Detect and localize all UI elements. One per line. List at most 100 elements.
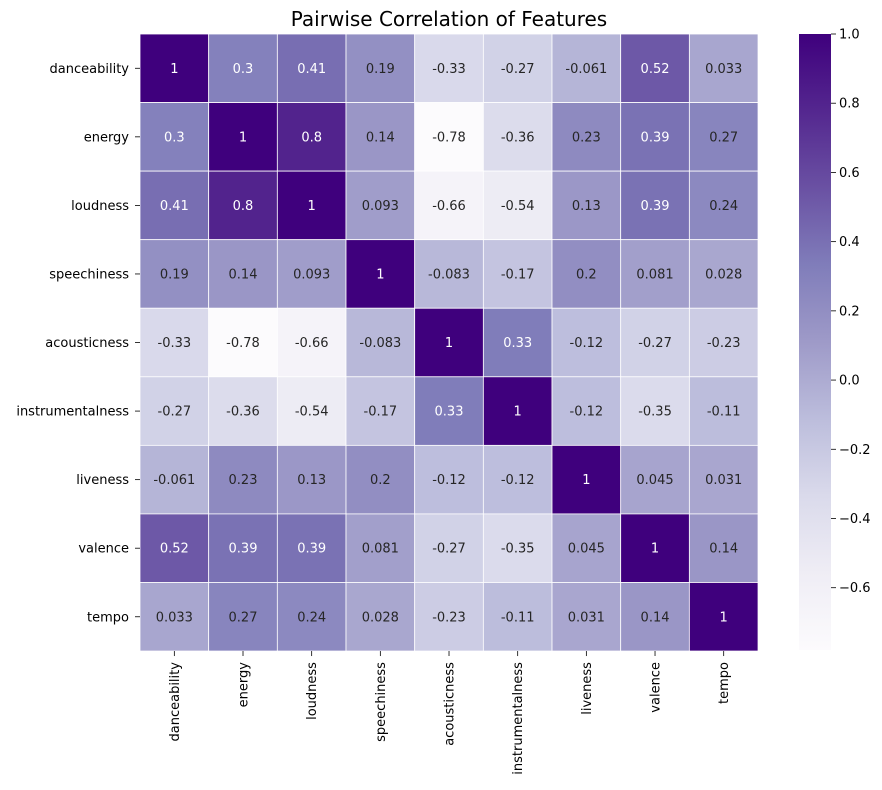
heatmap-cell (688, 582, 759, 652)
cell-annotation: -0.12 (570, 336, 604, 351)
heatmap-cells: 1 0.3 0.41 0.19 -0.33 -0.27 -0.061 0.52 0.033 0.3… (139, 33, 759, 652)
heatmap-cell (276, 582, 347, 652)
cell-annotation: 1 (720, 610, 728, 625)
heatmap-cell (414, 513, 484, 583)
colorbar-tick-label: 0.8 (839, 97, 860, 112)
heatmap-cell (482, 582, 553, 652)
y-tick-label: instrumentalness (16, 405, 129, 420)
colorbar: 1.0 0.8 0.6 0.4 0.2 0.0 −0.2 −0.4 −0.6 (799, 28, 871, 650)
cell-annotation: 0.14 (709, 542, 738, 557)
cell-annotation: 0.19 (160, 267, 189, 282)
cell-annotation: -0.27 (158, 405, 192, 420)
cell-annotation: 0.39 (641, 130, 670, 145)
cell-annotation: -0.17 (501, 267, 535, 282)
heatmap-cell (620, 102, 690, 172)
heatmap-cell (345, 102, 416, 172)
cell-annotation: -0.23 (432, 610, 466, 625)
colorbar-tick-label: −0.4 (839, 512, 871, 527)
y-tick-label: speechiness (49, 267, 129, 282)
y-tick-label: danceability (50, 62, 130, 77)
cell-annotation: -0.36 (501, 130, 535, 145)
heatmap-cell (414, 102, 484, 172)
x-tick-labels: danceability energy loudness speechiness aco… (168, 651, 732, 775)
heatmap-cell (551, 444, 622, 515)
cell-annotation: -0.061 (565, 62, 607, 77)
heatmap-cell (139, 102, 210, 172)
heatmap-cell (414, 33, 484, 103)
colorbar-tick-label: 0.4 (839, 235, 860, 250)
cell-annotation: -0.083 (359, 336, 401, 351)
heatmap-cell (345, 513, 416, 583)
heatmap-cell (620, 33, 690, 103)
heatmap-cell (414, 582, 484, 652)
cell-annotation: 0.3 (164, 130, 185, 145)
y-tick-labels: danceability energy loudness speechiness aco… (16, 62, 140, 625)
x-tick-label: liveness (580, 662, 595, 715)
cell-annotation: -0.54 (501, 199, 535, 214)
cell-annotation: 0.031 (568, 610, 605, 625)
x-tick-label: energy (237, 662, 252, 708)
heatmap-cell (551, 307, 622, 378)
heatmap-cell (688, 102, 759, 172)
cell-annotation: -0.27 (432, 542, 466, 557)
heatmap-cell (620, 239, 690, 309)
heatmap-cell (688, 513, 759, 583)
cell-annotation: -0.12 (570, 405, 604, 420)
cell-annotation: -0.17 (364, 405, 398, 420)
cell-annotation: 1 (445, 336, 453, 351)
colorbar-tick-label: 1.0 (839, 28, 860, 43)
cell-annotation: 0.23 (572, 130, 601, 145)
heatmap-cell (276, 307, 347, 378)
heatmap-cell (688, 239, 759, 309)
colorbar-tick-label: −0.6 (839, 581, 871, 596)
heatmap-cell (551, 170, 622, 241)
heatmap-cell (414, 170, 484, 241)
heatmap-cell (482, 307, 553, 378)
cell-annotation: 0.093 (362, 199, 399, 214)
y-tick-label: liveness (76, 473, 129, 488)
heatmap-cell (208, 239, 278, 309)
cell-annotation: 0.14 (366, 130, 395, 145)
colorbar-gradient (799, 34, 831, 650)
heatmap-cell (139, 239, 210, 309)
cell-annotation: -0.35 (638, 405, 672, 420)
heatmap-cell (688, 376, 759, 446)
heatmap-cell (276, 444, 347, 515)
cell-annotation: 0.081 (362, 542, 399, 557)
cell-annotation: 0.093 (293, 267, 330, 282)
cell-annotation: 0.27 (709, 130, 738, 145)
cell-annotation: 0.52 (160, 542, 189, 557)
heatmap-cell (208, 307, 278, 378)
heatmap-cell (345, 582, 416, 652)
heatmap-cell (208, 376, 278, 446)
cell-annotation: -0.66 (295, 336, 329, 351)
cell-annotation: -0.27 (501, 62, 535, 77)
cell-annotation: 0.41 (160, 199, 189, 214)
heatmap-cell (414, 444, 484, 515)
cell-annotation: 0.028 (705, 267, 742, 282)
heatmap-cell (276, 33, 347, 103)
cell-annotation: 0.33 (435, 405, 464, 420)
y-tick-label: valence (78, 542, 129, 557)
cell-annotation: 0.8 (301, 130, 322, 145)
heatmap-cell (276, 102, 347, 172)
y-tick-label: energy (84, 130, 130, 145)
heatmap-cell (551, 513, 622, 583)
cell-annotation: -0.11 (707, 405, 741, 420)
cell-annotation: -0.11 (501, 610, 535, 625)
cell-annotation: -0.78 (432, 130, 466, 145)
cell-annotation: 0.045 (636, 473, 673, 488)
heatmap-cell (482, 376, 553, 446)
cell-annotation: 0.033 (705, 62, 742, 77)
heatmap-cell (688, 170, 759, 241)
cell-annotation: 0.031 (705, 473, 742, 488)
y-tick-label: loudness (71, 199, 129, 214)
x-tick-label: tempo (717, 662, 732, 704)
colorbar-tick-label: 0.2 (839, 304, 860, 319)
cell-annotation: 0.081 (636, 267, 673, 282)
cell-annotation: -0.33 (158, 336, 192, 351)
x-tick-label: danceability (168, 662, 183, 742)
y-tick-label: acousticness (45, 336, 129, 351)
cell-annotation: 0.14 (641, 610, 670, 625)
heatmap-cell (139, 444, 210, 515)
